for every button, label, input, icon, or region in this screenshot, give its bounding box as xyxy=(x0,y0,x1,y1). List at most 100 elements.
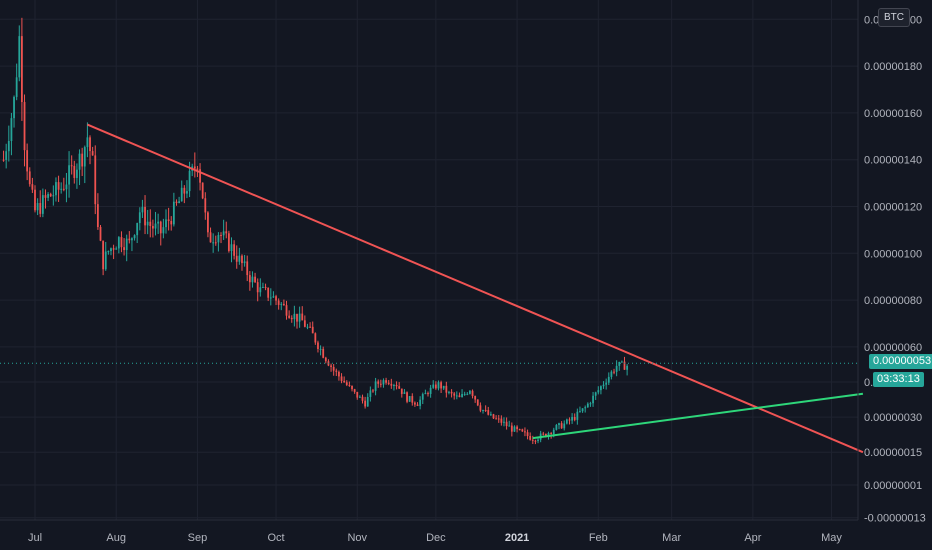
candle-body xyxy=(146,221,149,226)
time-tick-label: Nov xyxy=(347,532,367,544)
candle-body xyxy=(49,194,52,197)
candle-body xyxy=(550,433,553,435)
candle-body xyxy=(138,212,141,224)
candle-body xyxy=(529,436,532,440)
candle-body xyxy=(524,431,526,433)
candle-body xyxy=(427,393,429,395)
candle-body xyxy=(220,235,222,237)
candle-body xyxy=(15,77,18,97)
candle-body xyxy=(141,206,144,213)
candle-body xyxy=(497,418,500,420)
candle-body xyxy=(605,382,608,385)
candle-body xyxy=(421,394,424,400)
candle-body xyxy=(283,303,285,306)
candle-body xyxy=(233,244,236,256)
candle-body xyxy=(555,425,558,430)
candle-body xyxy=(455,395,458,397)
candle-body xyxy=(165,219,167,228)
candle-body xyxy=(620,361,623,363)
candle-body xyxy=(7,140,10,152)
trendline[interactable] xyxy=(87,123,864,454)
candle-body xyxy=(34,189,36,211)
current-price-tag: 0.00000053 xyxy=(869,354,932,369)
candle-body xyxy=(94,155,97,205)
candle-body xyxy=(2,159,5,161)
candle-body xyxy=(157,221,160,224)
candle-body xyxy=(314,333,317,343)
candle-body xyxy=(217,235,220,243)
candle-body xyxy=(23,102,26,151)
candle-body xyxy=(172,201,175,225)
candle-body xyxy=(60,188,63,190)
candle-body xyxy=(76,169,78,178)
candle-body xyxy=(18,36,21,78)
candle-body xyxy=(275,296,277,301)
candle-body xyxy=(508,425,511,427)
candle-body xyxy=(537,439,539,442)
candle-body xyxy=(303,320,306,327)
candle-body xyxy=(340,376,343,381)
candle-body xyxy=(600,386,602,391)
candle-body xyxy=(28,171,31,185)
candle-body xyxy=(199,169,201,183)
candle-body xyxy=(626,365,629,370)
candle-body xyxy=(298,313,301,322)
candle-body xyxy=(204,198,207,213)
candle-body xyxy=(21,36,23,103)
time-tick-label: 2021 xyxy=(505,532,529,544)
candle-body xyxy=(474,396,477,400)
candle-body xyxy=(248,275,251,283)
candle-body xyxy=(238,255,241,262)
candle-body xyxy=(565,419,568,424)
candle-body xyxy=(597,390,600,393)
candle-body xyxy=(91,151,94,156)
time-axis[interactable]: Jul Aug Sep Oct Nov Dec 2021 Feb Mar Apr May xyxy=(28,532,842,544)
candle-body xyxy=(86,137,89,148)
candle-body xyxy=(484,410,487,412)
candle-body xyxy=(364,400,367,407)
candle-body xyxy=(518,429,521,431)
candle-body xyxy=(120,237,123,248)
candle-body xyxy=(277,300,280,305)
candle-body xyxy=(403,392,406,394)
candle-body xyxy=(416,404,419,406)
candle-body xyxy=(136,223,139,236)
candle-body xyxy=(209,232,212,243)
candle-body xyxy=(395,385,398,387)
candle-body xyxy=(513,426,516,432)
candle-body xyxy=(563,423,566,429)
candle-body xyxy=(589,403,592,405)
candle-body xyxy=(102,240,105,270)
candle-body xyxy=(212,242,215,244)
candle-body xyxy=(152,225,154,229)
candle-body xyxy=(311,326,314,334)
candle-body xyxy=(414,402,416,405)
candle-body xyxy=(293,313,296,320)
candle-body xyxy=(186,191,188,194)
candle-body xyxy=(115,248,118,250)
candle-body xyxy=(13,96,15,119)
candle-body xyxy=(476,399,479,406)
candle-body xyxy=(492,414,495,419)
candle-body xyxy=(366,396,369,407)
candle-body xyxy=(458,395,461,398)
candle-body xyxy=(434,384,437,389)
currency-badge[interactable]: BTC xyxy=(878,8,910,27)
candle-body xyxy=(57,182,60,190)
candle-body xyxy=(437,382,440,389)
time-tick-label: May xyxy=(821,532,842,544)
trendline[interactable] xyxy=(532,392,864,440)
trendlines[interactable] xyxy=(87,123,864,454)
price-tick-label: 0.00000160 xyxy=(864,108,922,120)
candle-body xyxy=(482,410,484,412)
candle-body xyxy=(47,194,49,198)
candle-body xyxy=(338,371,340,377)
candle-body xyxy=(576,411,579,420)
candle-body xyxy=(159,221,162,234)
candle-body xyxy=(272,296,275,298)
time-tick-label: Dec xyxy=(426,532,446,544)
candle-body xyxy=(453,393,456,396)
price-tick-label: -0.00000013 xyxy=(864,513,926,525)
candle-body xyxy=(623,361,626,370)
